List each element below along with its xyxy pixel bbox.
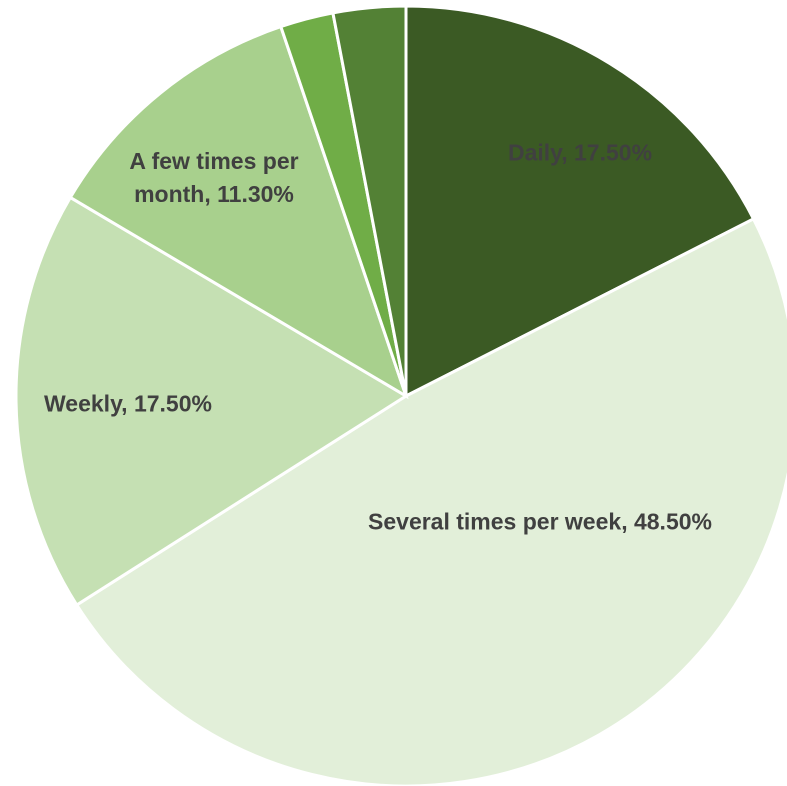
value-label: 48.50% (633, 508, 712, 535)
data-label: A few times per month, 11.30% (129, 148, 299, 207)
category-label: Weekly (44, 390, 122, 417)
value-label: 11.30% (217, 181, 294, 207)
data-label: Daily, 17.50% (507, 139, 653, 166)
category-label: Several times per week (368, 508, 622, 535)
category-label: A few times per month (129, 148, 299, 207)
data-label: Several times per week, 48.50% (368, 508, 712, 535)
pie-slice (74, 216, 787, 786)
pie-slice (68, 24, 409, 400)
category-label: Daily (507, 139, 562, 166)
data-label: Weekly, 17.50% (44, 390, 212, 417)
value-label: 17.50% (574, 139, 653, 166)
pie-slice (14, 195, 409, 608)
value-label: 17.50% (133, 390, 212, 417)
pie-slice (404, 4, 756, 399)
pie-slice (331, 4, 408, 397)
